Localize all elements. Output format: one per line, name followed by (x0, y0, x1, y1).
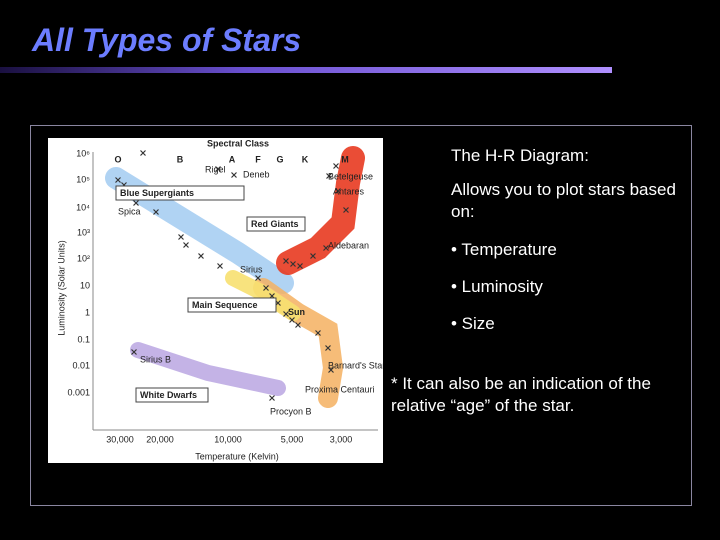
star-marker (153, 209, 159, 215)
heading: The H-R Diagram: (451, 146, 589, 165)
star-marker (295, 322, 301, 328)
region-box (187, 297, 277, 313)
star-label: Deneb (243, 169, 270, 179)
star-marker (328, 367, 334, 373)
star-marker (263, 285, 269, 291)
star-marker (131, 349, 137, 355)
star-marker (325, 345, 331, 351)
content-box (30, 125, 692, 506)
title-rule (0, 67, 612, 73)
star-label: Betelgeuse (328, 171, 373, 181)
spectral-class: M (341, 154, 349, 164)
bullet: • Luminosity (451, 277, 543, 296)
x-label: 5,000 (281, 434, 304, 444)
y-label: 0.001 (67, 387, 90, 397)
spectral-class: O (114, 154, 121, 164)
y-axis-title: Luminosity (Solar Units) (56, 240, 66, 336)
star-label: Procyon B (270, 406, 312, 416)
spectral-class: B (177, 154, 184, 164)
star-marker (343, 207, 349, 213)
x-label: 3,000 (330, 434, 353, 444)
bullet: • Size (451, 314, 495, 333)
y-label: 10 (80, 280, 90, 290)
star-marker (231, 172, 237, 178)
star-marker (283, 311, 289, 317)
star-marker (297, 263, 303, 269)
x-label: 20,000 (146, 434, 174, 444)
bullet: • Temperature (451, 240, 557, 259)
star-marker (269, 395, 275, 401)
star-marker (310, 253, 316, 259)
star-marker (217, 263, 223, 269)
star-marker (198, 253, 204, 259)
spectral-class: G (276, 154, 283, 164)
region-box (246, 216, 306, 232)
spectral-class: F (255, 154, 261, 164)
star-label: Barnard's Star (328, 360, 383, 370)
y-label: 10⁴ (76, 202, 90, 212)
star-marker (255, 275, 261, 281)
intro: Allows you to plot stars based on: (451, 180, 676, 221)
region-label: Sun (288, 307, 305, 317)
star-label: Aldebaran (328, 240, 369, 250)
y-label: 10⁶ (76, 148, 90, 158)
region-label: Blue Supergiants (120, 188, 194, 198)
y-label: 10⁵ (76, 174, 90, 184)
spectral-class: K (302, 154, 309, 164)
star-label: Spica (118, 206, 141, 216)
star-marker (140, 150, 146, 156)
region-label: Main Sequence (192, 300, 258, 310)
star-label: Rigel (205, 164, 226, 174)
star-marker (289, 317, 295, 323)
note: * It can also be an indication of the re… (391, 374, 651, 415)
y-label: 0.01 (72, 360, 90, 370)
star-marker (215, 166, 221, 172)
x-label: 30,000 (106, 434, 134, 444)
hr-diagram: Luminosity (Solar Units) Spectral Class … (48, 138, 383, 463)
y-label: 10³ (77, 227, 90, 237)
top-title: Spectral Class (207, 138, 269, 148)
region-label: Red Giants (251, 219, 299, 229)
star-marker (315, 330, 321, 336)
star-marker (133, 200, 139, 206)
x-label: 10,000 (214, 434, 242, 444)
y-label: 1 (85, 307, 90, 317)
star-marker (326, 173, 332, 179)
star-marker (323, 245, 329, 251)
y-label: 0.1 (77, 334, 90, 344)
star-marker (290, 261, 296, 267)
star-marker (333, 163, 339, 169)
region-box (135, 387, 209, 403)
star-marker (335, 188, 341, 194)
spectral-class: A (229, 154, 236, 164)
star-marker (178, 234, 184, 240)
x-axis-title: Temperature (Kelvin) (195, 451, 279, 461)
star-marker (183, 242, 189, 248)
region-box (115, 185, 245, 201)
slide-title: All Types of Stars (32, 22, 302, 58)
star-label: Antares (333, 186, 365, 196)
y-label: 10² (77, 253, 90, 263)
star-label: Sirius B (140, 354, 171, 364)
star-label: Proxima Centauri (305, 384, 375, 394)
region-label: White Dwarfs (140, 390, 197, 400)
star-label: Sirius (240, 264, 263, 274)
star-marker (115, 177, 121, 183)
star-marker (283, 258, 289, 264)
